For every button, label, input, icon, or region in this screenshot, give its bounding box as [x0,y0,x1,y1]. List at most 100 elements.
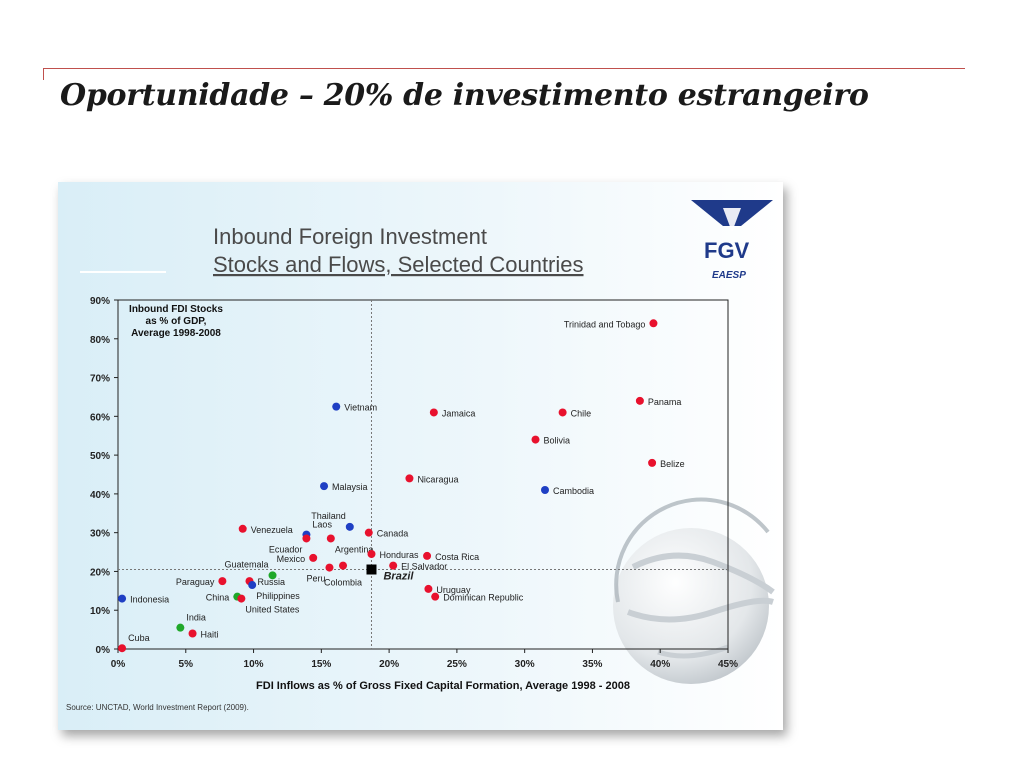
data-point-label: Cuba [128,633,150,643]
data-point-label: Ecuador [269,544,303,554]
chart-title-line: Inbound FDI Stocks [129,304,223,315]
plot-area [117,299,729,650]
data-point-label: El Salvador [401,562,447,572]
data-point [429,408,438,417]
y-tick-label: 30% [90,529,110,540]
data-point [364,528,373,537]
data-point-brazil [366,564,377,575]
data-point [237,594,246,603]
y-tick-label: 20% [90,567,110,578]
figure-heading-line1: Inbound Foreign Investment [213,224,487,249]
logo-subtext: EAESP [712,270,746,281]
data-point-label: Uruguay [436,585,471,595]
logo-text: FGV [704,238,750,263]
data-point-label: Indonesia [130,595,169,605]
x-axis-label: FDI Inflows as % of Gross Fixed Capital … [256,680,630,692]
data-point-label: Belize [660,459,685,469]
x-tick-label: 30% [515,659,535,670]
data-point [309,553,318,562]
data-point [320,482,329,491]
data-point-label: Venezuela [251,525,293,535]
data-point [339,561,348,570]
data-point-label: Panama [648,397,682,407]
data-point [389,561,398,570]
data-point-label: Peru [306,574,325,584]
data-point [248,581,257,590]
scatter-chart: Inbound Foreign Investment Stocks and Fl… [58,182,783,730]
data-point-label: Dominican Republic [443,593,524,603]
data-point [423,551,432,560]
slide-title: Oportunidade – 20% de investimento estra… [60,78,869,113]
x-tick-label: 25% [447,659,467,670]
x-tick-label: 40% [650,659,670,670]
y-tick-label: 40% [90,490,110,501]
x-tick-label: 10% [244,659,264,670]
data-point-label: Canada [377,529,409,539]
x-tick-label: 35% [582,659,602,670]
chart-figure: Inbound Foreign Investment Stocks and Fl… [58,182,783,730]
data-point [431,592,440,601]
data-point [635,396,644,405]
data-point-label: Cambodia [553,486,594,496]
data-point-label: Trinidad and Tobago [564,319,646,329]
data-point [531,435,540,444]
logo-notch-icon [723,208,741,232]
data-point-label: Colombia [324,578,362,588]
data-point-label: Brazil [383,571,414,583]
data-point-label: Vietnam [344,403,377,413]
data-point-label: Jamaica [442,408,476,418]
data-point-label: Guatemala [225,559,269,569]
y-tick-label: 80% [90,335,110,346]
data-point [558,408,567,417]
x-tick-label: 45% [718,659,738,670]
y-tick-label: 90% [90,296,110,307]
data-point [424,584,433,593]
x-tick-label: 5% [179,659,194,670]
y-tick-label: 70% [90,374,110,385]
data-point-label: China [206,593,230,603]
data-point [218,577,227,586]
title-rule-tick [43,68,44,80]
data-point [188,629,197,638]
chart-title-line: Average 1998-2008 [131,328,221,339]
data-point [326,534,335,543]
data-point-label: Philippines [256,591,300,601]
data-point-label: Nicaragua [417,474,458,484]
data-point-label: United States [245,605,300,615]
y-tick-label: 50% [90,451,110,462]
data-point-label: Costa Rica [435,552,479,562]
data-point-label: Honduras [379,550,419,560]
data-point [332,402,341,411]
title-rule [43,68,965,69]
data-point [649,319,658,328]
x-tick-label: 20% [379,659,399,670]
data-point [405,474,414,483]
data-point-label: Bolivia [544,436,571,446]
x-tick-label: 15% [311,659,331,670]
data-point [345,522,354,531]
figure-heading-line2: Stocks and Flows, Selected Countries [213,252,584,277]
y-tick-label: 0% [96,645,111,656]
data-point-label: Mexico [277,554,306,564]
data-point [238,524,247,533]
source-note: Source: UNCTAD, World Investment Report … [66,703,249,712]
data-point [541,486,549,495]
data-point [118,644,127,653]
data-point [325,563,334,572]
data-point [302,534,311,543]
data-point-label: Laos [312,520,332,530]
data-point-label: Chile [571,408,592,418]
y-tick-label: 10% [90,606,110,617]
data-point [176,623,185,632]
data-point [648,458,657,467]
data-point-label: Malaysia [332,482,368,492]
chart-title-line: as % of GDP, [146,316,207,327]
x-tick-label: 0% [111,659,126,670]
globe-icon [613,497,775,684]
data-point [118,594,127,603]
data-point [268,571,277,580]
data-point-label: India [186,613,206,623]
data-point-label: Haiti [201,629,219,639]
data-point-label: Argentina [335,544,374,554]
data-point-label: Paraguay [176,577,215,587]
